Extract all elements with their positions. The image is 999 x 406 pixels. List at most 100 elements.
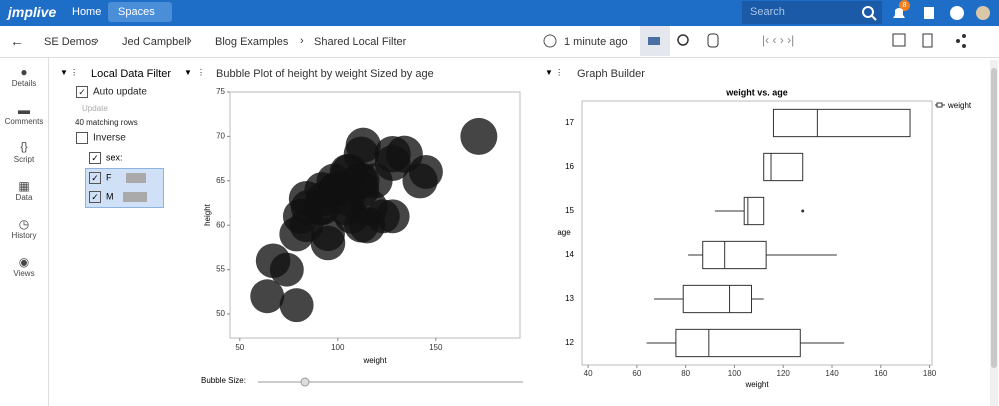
level[interactable]: M [106, 191, 114, 202]
inverse: Inverse [93, 132, 126, 144]
menu[interactable]: ⋮ [197, 68, 205, 77]
y-tick-label: 50 [216, 309, 225, 318]
y-tick-label: 75 [216, 87, 225, 96]
chart-title: weight vs. age [725, 87, 788, 97]
box [675, 328, 801, 358]
x-tick-label: 40 [584, 369, 593, 378]
crumb[interactable]: Jed Campbell [122, 36, 190, 48]
checkbox[interactable]: ✓ [89, 191, 101, 203]
sidebar-label: Data [15, 193, 33, 202]
sidebar-label: Views [13, 269, 35, 278]
legend-label: weight [947, 101, 972, 110]
sep: › [300, 35, 304, 47]
bubble [385, 135, 423, 173]
x-tick-label: 100 [728, 369, 742, 378]
box [702, 240, 767, 270]
sidebar-item[interactable]: {} Script [13, 141, 35, 164]
x-tick-label: 150 [429, 343, 443, 352]
y-tick-label: 55 [216, 265, 225, 274]
crumb[interactable]: Blog Examples [215, 36, 289, 48]
search-box[interactable] [742, 1, 882, 24]
matching-rows: 40 matching rows [75, 118, 138, 127]
level[interactable]: F [106, 172, 112, 183]
bubble [345, 127, 381, 163]
y-tick-label: 70 [216, 132, 225, 141]
x-tick-label: 80 [681, 369, 690, 378]
crumb[interactable]: SE Demos [44, 36, 97, 48]
x-tick-label: 160 [874, 369, 888, 378]
y-tick-label: 15 [565, 206, 574, 215]
legend-swatch [936, 102, 943, 108]
outlier [801, 209, 805, 213]
sidebar: ● Details ▬ Comments {} Script ▦ Data ◷ Histo… [0, 57, 49, 406]
y-tick-label: 13 [565, 294, 574, 303]
svg-text:|‹ ‹ › ›|: |‹ ‹ › ›| [762, 33, 794, 47]
graph-builder-title: Graph Builder [577, 68, 645, 80]
y-tick-label: 60 [216, 220, 225, 229]
auto-update: Auto update [93, 86, 147, 98]
checkbox[interactable] [76, 132, 88, 144]
svg-text:⋮: ⋮ [976, 33, 980, 47]
x-tick-label: 120 [777, 369, 791, 378]
x-tick-label: 60 [632, 369, 641, 378]
toolbar-icons: |‹ ‹ › ›| ⋮ [543, 33, 980, 48]
back[interactable]: ← [10, 33, 24, 49]
bubble [310, 225, 346, 261]
bubble [460, 117, 498, 155]
x-tick-label: 50 [235, 343, 244, 352]
search-placeholder: Search [750, 6, 785, 18]
checkbox[interactable]: ✓ [89, 152, 101, 164]
bubble [402, 163, 438, 199]
x-axis-label: weight [362, 356, 387, 365]
sidebar-item[interactable]: ▬ Comments [4, 103, 44, 126]
top-icons [862, 6, 990, 21]
sep: › [95, 35, 99, 47]
sidebar-label: Script [13, 155, 35, 164]
box [743, 196, 765, 226]
box [682, 284, 753, 314]
nav-spaces[interactable]: Spaces [118, 6, 155, 18]
sidebar-item[interactable]: ◉ Views [13, 255, 35, 278]
x-tick-label: 100 [331, 343, 345, 352]
update-button[interactable]: Update [82, 104, 108, 113]
checkbox[interactable]: ✓ [76, 86, 88, 98]
x-tick-label: 180 [923, 369, 937, 378]
sidebar-item[interactable]: ▦ Data [15, 179, 33, 202]
top-bar: jmplive Home Spaces Search 8 [0, 0, 999, 26]
plot-frame [581, 100, 933, 366]
bubble-title: Bubble Plot of height by weight Sized by… [216, 68, 434, 80]
filter-panel: ▼ ⋮ Local Data Filter ▼ ✓ Auto update Updat… [60, 66, 195, 208]
logo[interactable]: jmplive [8, 4, 57, 20]
plot-frame [229, 91, 521, 339]
y-tick-label: 12 [565, 338, 574, 347]
menu[interactable]: ▼ ⋮ [545, 68, 564, 77]
y-tick-label: 17 [565, 118, 574, 127]
sidebar-item[interactable]: ◷ History [11, 217, 37, 240]
sidebar-label: History [11, 231, 37, 240]
y-tick-label: 16 [565, 162, 574, 171]
sidebar-label: Comments [4, 117, 44, 126]
y-axis-label: height [203, 203, 212, 226]
checkbox[interactable]: ✓ [89, 172, 101, 184]
time: 1 minute ago [564, 36, 628, 48]
breadcrumb-bar: ← SE Demos › Jed Campbell › Blog Example… [0, 26, 999, 58]
box [763, 152, 804, 182]
scrollbar[interactable] [990, 60, 998, 406]
notification-badge: 8 [899, 0, 910, 11]
column-name: sex: [106, 152, 123, 163]
y-tick-label: 14 [565, 250, 574, 259]
bubble [255, 243, 291, 279]
nav-home[interactable]: Home [72, 6, 102, 18]
slider-thumb[interactable] [300, 377, 310, 387]
x-axis-label: weight [744, 380, 769, 389]
x-tick-label: 140 [825, 369, 839, 378]
y-axis-label: age [557, 228, 571, 237]
bubble-size-label: Bubble Size: [201, 376, 246, 385]
box [772, 108, 911, 138]
nav-spaces-bg[interactable] [108, 2, 172, 22]
crumb: Shared Local Filter [314, 36, 407, 48]
sidebar-item[interactable]: ● Details [11, 65, 37, 88]
filter-title: Local Data Filter [91, 68, 172, 80]
